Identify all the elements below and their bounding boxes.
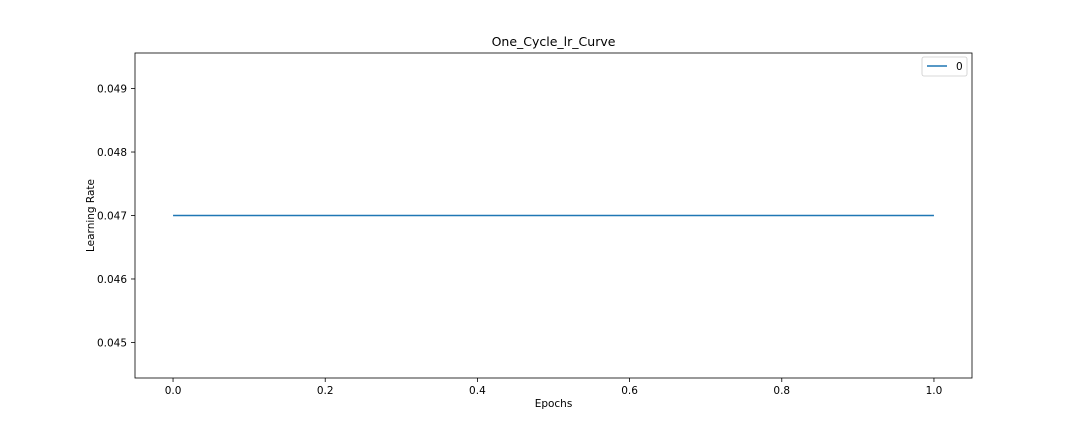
x-tick-label: 0.4 bbox=[469, 385, 486, 397]
legend: 0 bbox=[921, 56, 968, 77]
x-axis-ticks: 0.0 0.2 0.4 0.6 0.8 1.0 bbox=[165, 378, 943, 397]
y-tick-label: 0.047 bbox=[97, 211, 127, 223]
y-tick-label: 0.045 bbox=[97, 337, 127, 349]
y-tick-label: 0.048 bbox=[97, 147, 127, 159]
chart-title: One_Cycle_lr_Curve bbox=[492, 34, 616, 49]
x-tick-label: 1.0 bbox=[926, 385, 943, 397]
x-axis-title: Epochs bbox=[535, 398, 573, 410]
y-tick-label: 0.046 bbox=[97, 274, 127, 286]
x-tick-label: 0.8 bbox=[773, 385, 790, 397]
y-axis-title: Learning Rate bbox=[85, 179, 97, 252]
x-tick-label: 0.6 bbox=[621, 385, 638, 397]
legend-series-0-label: 0 bbox=[956, 61, 963, 73]
x-tick-label: 0.2 bbox=[317, 385, 334, 397]
y-tick-label: 0.049 bbox=[97, 84, 127, 96]
x-tick-label: 0.0 bbox=[165, 385, 182, 397]
y-axis-ticks: 0.045 0.046 0.047 0.048 0.049 bbox=[97, 84, 135, 349]
